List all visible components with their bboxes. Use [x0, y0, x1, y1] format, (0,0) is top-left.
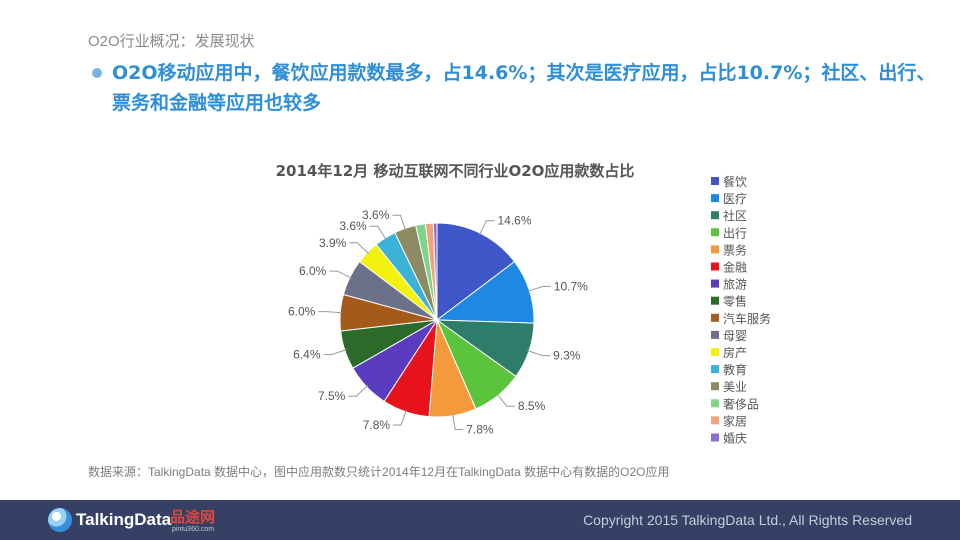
leader-line	[323, 349, 347, 356]
pie-chart: 2014年12月 移动互联网不同行业O2O应用款数占比 14.6% 10.7% 9.3…	[276, 162, 771, 446]
leader-line	[329, 270, 352, 279]
partner-logo: 品途网	[170, 508, 216, 526]
leader-line	[478, 220, 495, 236]
legend-swatch	[711, 211, 719, 220]
pie-slice	[432, 222, 438, 321]
legend-label: 母婴	[723, 329, 747, 343]
headline: O2O移动应用中，餐饮应用款数最多，占14.6%；其次是医疗应用，占比10.7%…	[92, 58, 952, 118]
legend-swatch	[711, 399, 719, 408]
legend-swatch	[711, 313, 719, 322]
leader-line	[349, 242, 370, 255]
leader-line	[527, 285, 551, 292]
legend-label: 旅游	[723, 278, 747, 292]
data-label: 10.7%	[554, 279, 588, 293]
bullet-icon	[92, 68, 102, 78]
legend-swatch	[711, 228, 719, 237]
copyright-text: Copyright 2015 TalkingData Ltd., All Rig…	[583, 512, 912, 528]
legend-swatch	[711, 262, 719, 271]
legend-label: 教育	[723, 362, 747, 377]
legend-swatch	[711, 194, 719, 203]
leader-line	[369, 225, 387, 240]
leader-line	[393, 409, 407, 426]
legend-swatch	[711, 433, 719, 442]
leader-line	[348, 384, 369, 397]
leader-line	[526, 349, 551, 357]
breadcrumb: O2O行业概况：发展现状	[88, 33, 255, 50]
data-label: 3.9%	[319, 236, 347, 250]
legend-swatch	[711, 365, 719, 374]
legend-label: 出行	[723, 226, 747, 240]
legend-label: 家居	[723, 413, 747, 428]
data-label: 7.5%	[318, 389, 346, 403]
legend-swatch	[711, 279, 719, 288]
legend-label: 票务	[723, 242, 747, 257]
talkingdata-logo-icon	[48, 508, 72, 532]
chart-title: 2014年12月 移动互联网不同行业O2O应用款数占比	[276, 162, 635, 180]
legend-label: 汽车服务	[723, 311, 771, 326]
legend-label: 社区	[723, 208, 747, 223]
legend-label: 美业	[723, 380, 747, 394]
legend-label: 婚庆	[723, 432, 747, 446]
legend-swatch	[711, 296, 719, 305]
footer-bar: TalkingData 品途网 pintu360.com Copyright 2…	[0, 500, 960, 540]
data-label: 6.0%	[299, 264, 327, 278]
data-label: 14.6%	[498, 214, 532, 228]
legend-swatch	[711, 245, 719, 254]
legend-label: 奢侈品	[723, 397, 759, 411]
leader-line	[452, 413, 464, 430]
legend-label: 餐饮	[723, 174, 747, 189]
data-label: 6.0%	[288, 305, 316, 319]
data-label: 7.8%	[466, 423, 494, 437]
partner-url: pintu360.com	[172, 526, 215, 533]
legend-swatch	[711, 348, 719, 356]
legend-label: 金融	[723, 260, 747, 275]
legend-swatch	[711, 382, 719, 391]
legend-label: 医疗	[723, 192, 747, 206]
source-note: 数据来源：TalkingData 数据中心，图中应用款数只统计2014年12月在…	[88, 465, 670, 479]
data-label: 6.4%	[293, 348, 321, 362]
data-label: 7.8%	[363, 418, 391, 432]
legend-label: 零售	[723, 294, 747, 309]
legend-swatch	[711, 330, 719, 339]
data-label: 3.6%	[339, 219, 367, 233]
data-label: 3.6%	[362, 208, 390, 222]
talkingdata-logo-text: TalkingData	[76, 510, 172, 529]
legend-swatch	[711, 416, 719, 425]
data-label: 8.5%	[518, 399, 546, 413]
legend-swatch	[711, 177, 719, 185]
legend-label: 房产	[723, 345, 747, 360]
data-label: 9.3%	[553, 349, 581, 363]
leader-line	[318, 311, 343, 314]
leader-line	[496, 393, 515, 407]
leader-line	[392, 214, 407, 231]
headline-text: O2O移动应用中，餐饮应用款数最多，占14.6%；其次是医疗应用，占比10.7%…	[112, 62, 936, 114]
